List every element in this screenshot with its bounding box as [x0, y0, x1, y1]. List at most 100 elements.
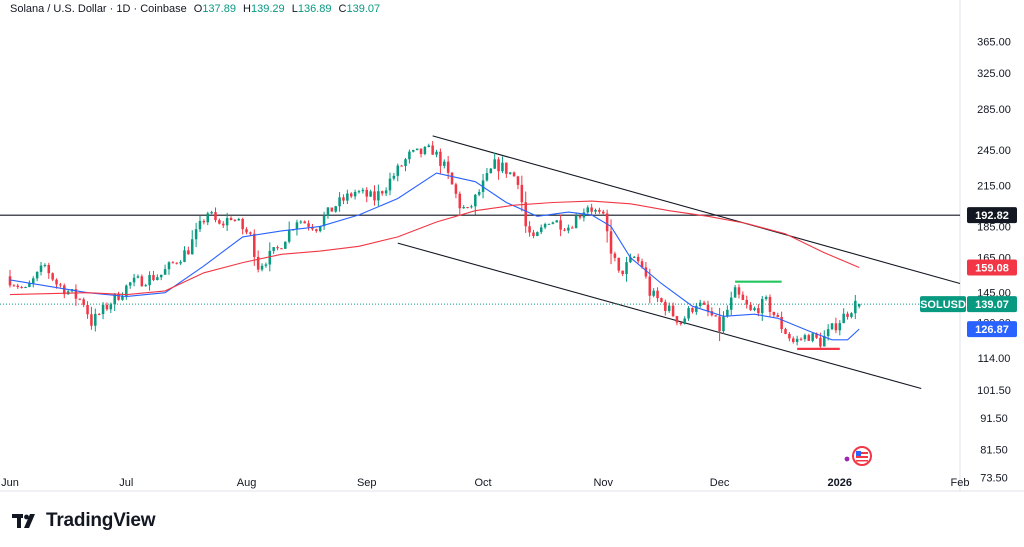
resistance-price-tag-box — [967, 207, 1017, 224]
candle-body — [299, 221, 303, 223]
candle — [86, 301, 89, 319]
close-label: C — [338, 3, 347, 15]
candle-body — [148, 274, 151, 286]
candle — [132, 273, 136, 287]
candle-body — [159, 274, 163, 278]
candle-body — [613, 253, 617, 258]
candle-body — [16, 285, 20, 288]
candle — [384, 187, 388, 197]
candle — [830, 322, 834, 331]
candle-body — [698, 302, 702, 307]
candle — [307, 220, 310, 231]
candle-body — [834, 323, 838, 331]
candle-body — [218, 220, 221, 224]
candle — [357, 189, 361, 194]
candle-body — [726, 309, 729, 317]
candle — [94, 308, 97, 332]
candle — [249, 231, 252, 236]
candle-body — [423, 146, 427, 155]
candle-body — [656, 290, 659, 299]
candle-body — [233, 220, 237, 222]
flag-icon[interactable] — [844, 446, 872, 466]
x-tick-label: Sep — [357, 477, 377, 489]
candle — [12, 284, 16, 287]
channel-upper-line — [432, 135, 961, 285]
candle-body — [51, 273, 54, 280]
candle — [194, 222, 198, 248]
candle — [322, 211, 326, 230]
candle — [729, 291, 733, 316]
candle — [532, 229, 535, 239]
candle — [702, 300, 706, 306]
candle — [218, 218, 221, 225]
candle-body — [245, 229, 248, 233]
candle-body — [644, 267, 648, 277]
high-value: 139.29 — [250, 3, 285, 15]
candle — [415, 148, 419, 151]
candle-body — [555, 220, 558, 223]
candle-body — [722, 316, 725, 332]
candle — [551, 221, 555, 225]
candle-body — [32, 278, 35, 284]
candle-body — [334, 206, 337, 212]
candle — [613, 251, 617, 262]
candle-body — [477, 191, 481, 195]
candle-body — [857, 304, 861, 307]
fast-ma-price-tag-box — [967, 321, 1017, 338]
candle-body — [667, 305, 671, 311]
candle — [90, 306, 93, 330]
candle — [365, 187, 368, 203]
candle — [811, 332, 814, 343]
chart-legend: Solana / U.S. Dollar · 1D · Coinbase O13… — [10, 3, 380, 15]
candle — [574, 212, 578, 229]
candle-body — [590, 207, 593, 212]
candle — [764, 295, 768, 301]
y-tick-label: 91.50 — [980, 413, 1008, 425]
candle-body — [175, 262, 178, 264]
candle-body — [136, 276, 140, 278]
candle — [369, 189, 372, 197]
candle — [714, 315, 717, 317]
candle — [136, 274, 140, 279]
candle — [485, 168, 489, 182]
candle — [284, 241, 287, 249]
candle — [101, 302, 105, 320]
candle-body — [380, 191, 384, 194]
candle-body — [528, 226, 531, 233]
candle — [229, 216, 233, 221]
candle — [431, 141, 434, 155]
candle — [439, 148, 442, 174]
y-tick-label: 245.00 — [977, 145, 1011, 157]
candle-body — [807, 335, 811, 341]
candle-body — [609, 231, 613, 254]
candle-body — [361, 189, 365, 192]
open-label: O — [193, 3, 203, 15]
candle — [656, 287, 659, 303]
candle-body — [714, 315, 717, 317]
candle — [528, 221, 531, 237]
candle-body — [706, 304, 710, 312]
x-tick-label: 2026 — [828, 477, 852, 489]
candle — [435, 149, 438, 158]
candle-body — [90, 314, 93, 326]
candle — [660, 297, 663, 303]
candle-body — [140, 276, 144, 287]
fast-ma-price-tag-text: 126.87 — [975, 324, 1009, 336]
tradingview-logo-icon — [12, 514, 35, 528]
candle-body — [830, 323, 834, 330]
candle — [179, 260, 182, 266]
candle-body — [311, 226, 314, 230]
candle-body — [574, 215, 578, 229]
candle — [629, 253, 632, 264]
candle-body — [621, 270, 624, 274]
candle — [605, 209, 609, 243]
candle-body — [749, 304, 752, 311]
candle-body — [640, 261, 644, 268]
candle — [625, 256, 628, 282]
candle — [144, 283, 147, 287]
candle — [63, 283, 66, 299]
candle-body — [629, 257, 632, 263]
candle-body — [710, 311, 714, 316]
candle-body — [241, 218, 244, 230]
